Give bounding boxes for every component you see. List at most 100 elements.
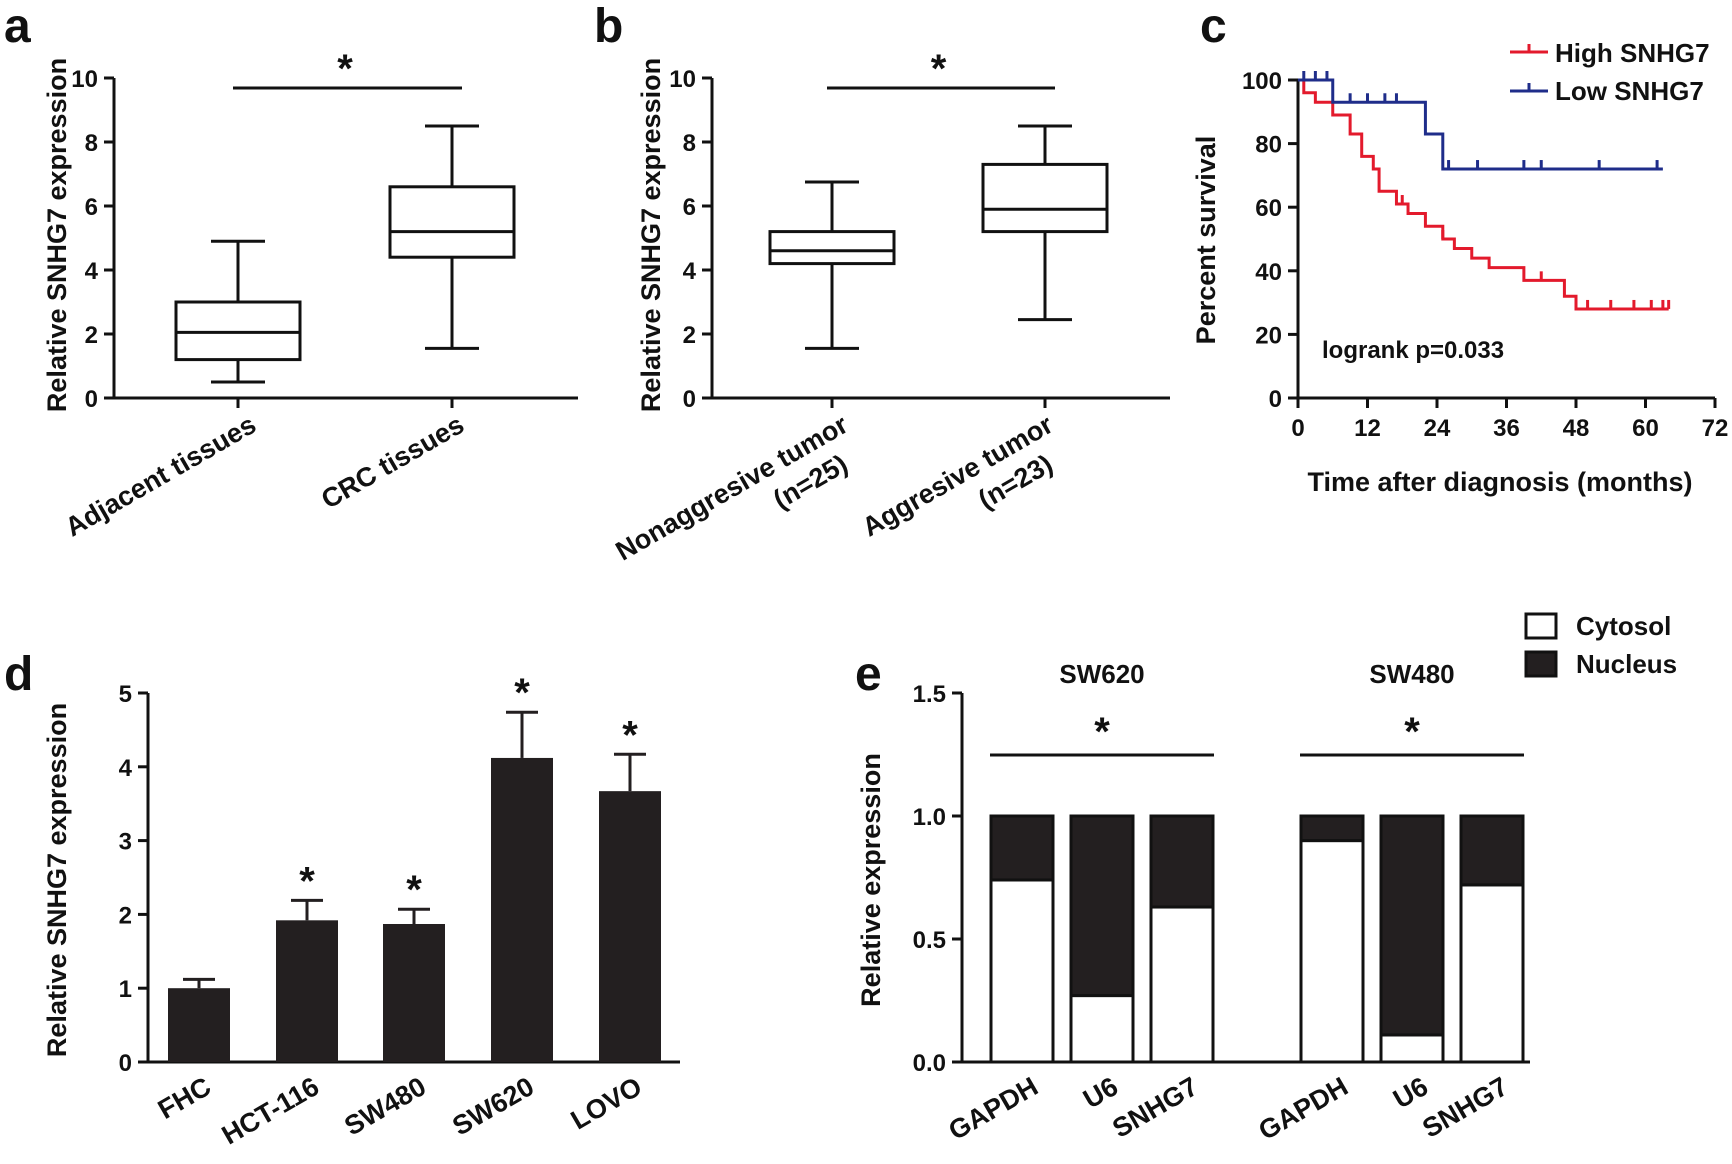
legend-low-snhg7-label: Low SNHG7 xyxy=(1555,76,1704,106)
panel-a-y-tick-label: 2 xyxy=(85,322,98,349)
panel-e-bar-cytosol xyxy=(1149,905,1215,1064)
panel-e-y-tick-label: 0.0 xyxy=(913,1050,946,1077)
panel-b-category-label: Aggresive tumor(n=23) xyxy=(857,409,1075,572)
panel-e-category-label: U6 xyxy=(1388,1071,1433,1114)
panel-e-y-tick-label: 1.0 xyxy=(913,804,946,831)
panel-d-category-label: FHC xyxy=(153,1071,216,1125)
panel-b-y-tick-label: 0 xyxy=(683,386,696,413)
panel-b-y-tick-label: 8 xyxy=(683,130,696,157)
panel-a-y-tick-label: 10 xyxy=(71,66,98,93)
panel-a-plot: 0 2 4 6 8 10 Adjacent tissues CRC tissues * xyxy=(60,47,578,542)
panel-b-y-tick-label: 10 xyxy=(669,66,696,93)
panel-d-bar xyxy=(168,988,230,1062)
panel-c-plot: 0 20 40 60 80 100 0 12 24 36 48 60 72 xyxy=(1242,68,1728,442)
legend-cytosol-swatch xyxy=(1524,612,1558,640)
panel-b-ylabel: Relative SNHG7 expression xyxy=(636,58,666,412)
legend-nucleus-swatch xyxy=(1524,650,1558,678)
panel-d-y-tick-label: 0 xyxy=(119,1050,132,1077)
panel-b-plot: 0 2 4 6 8 10 Nonaggresive tumor(n=25) Aggresive… xyxy=(611,47,1170,596)
panel-c-x-tick-label: 72 xyxy=(1702,415,1729,442)
panel-e-bar-nucleus xyxy=(1459,814,1525,887)
panel-e-category-label: GAPDH xyxy=(1254,1071,1353,1146)
panel-a-category-label: CRC tissues xyxy=(316,409,469,515)
panel-c-x-tick-label: 0 xyxy=(1291,415,1304,442)
panel-c-y-tick-label: 60 xyxy=(1255,195,1282,222)
panel-letter-b: b xyxy=(594,0,623,53)
panel-a-significance-star: * xyxy=(337,47,353,91)
panel-e-bar-cytosol xyxy=(1069,994,1135,1064)
panel-c-y-tick-label: 100 xyxy=(1242,68,1282,95)
panel-e-significance-star: * xyxy=(1094,710,1110,754)
panel-b-significance-star: * xyxy=(931,47,947,91)
panel-e-bar-nucleus xyxy=(1379,814,1445,1037)
panel-e-bar-cytosol xyxy=(1299,839,1365,1064)
panel-b-y-tick-label: 6 xyxy=(683,194,696,221)
panel-d-ylabel: Relative SNHG7 expression xyxy=(42,703,72,1057)
panel-c-curve-low-snhg7 xyxy=(1298,78,1663,171)
panel-c-y-tick-label: 20 xyxy=(1255,322,1282,349)
panel-d-bar xyxy=(491,757,553,1062)
panel-d-category-label: LOVO xyxy=(566,1071,647,1135)
panel-d-y-tick-label: 4 xyxy=(119,755,133,782)
panel-b-y-tick-label: 4 xyxy=(683,258,697,285)
panel-d-category-label: SW480 xyxy=(339,1071,431,1141)
panel-d-significance-star: * xyxy=(299,859,315,903)
panel-c-x-tick-label: 12 xyxy=(1354,415,1381,442)
panel-c-curve-high-snhg7 xyxy=(1298,78,1669,311)
panel-letter-a: a xyxy=(4,0,31,53)
panel-e-category-label: U6 xyxy=(1078,1071,1123,1114)
panel-d-significance-star: * xyxy=(406,868,422,912)
panel-e-legend: Cytosol Nucleus xyxy=(1524,611,1677,679)
legend-nucleus-label: Nucleus xyxy=(1576,649,1677,679)
panel-e-bar-nucleus xyxy=(1299,814,1365,843)
panel-a-y-tick-label: 0 xyxy=(85,386,98,413)
panel-b-category-label: Nonaggresive tumor(n=25) xyxy=(611,409,871,596)
panel-e-y-tick-label: 1.5 xyxy=(913,681,946,708)
panel-a-box xyxy=(388,185,516,259)
panel-d-category-label: SW620 xyxy=(447,1071,539,1141)
panel-letter-c: c xyxy=(1200,0,1227,53)
panel-e-bar-cytosol xyxy=(1459,883,1525,1064)
panel-e-y-tick-label: 0.5 xyxy=(913,927,946,954)
panel-a-box xyxy=(174,300,302,362)
panel-e-category-label: GAPDH xyxy=(944,1071,1043,1146)
panel-c-x-tick-label: 48 xyxy=(1563,415,1590,442)
panel-e-bar-cytosol xyxy=(989,878,1055,1064)
panel-c-x-tick-label: 60 xyxy=(1632,415,1659,442)
panel-e-bar-nucleus xyxy=(989,814,1055,882)
panel-a-category-label: Adjacent tissues xyxy=(60,409,261,542)
panel-c-y-tick-label: 0 xyxy=(1269,386,1282,413)
panel-d-y-tick-label: 3 xyxy=(119,829,132,856)
panel-c-x-tick-label: 36 xyxy=(1493,415,1520,442)
panel-d-y-tick-label: 1 xyxy=(119,976,132,1003)
panel-e-category-label: SNHG7 xyxy=(1107,1071,1203,1143)
panel-e-group-title-sw620: SW620 xyxy=(1059,659,1144,689)
panel-c-x-tick-label: 24 xyxy=(1424,415,1451,442)
panel-d-bar xyxy=(276,920,338,1062)
panel-d-bar xyxy=(383,923,445,1062)
panel-a-y-tick-label: 8 xyxy=(85,130,98,157)
legend-cytosol-label: Cytosol xyxy=(1576,611,1671,641)
panel-c-xlabel: Time after diagnosis (months) xyxy=(1307,467,1692,497)
panel-d-significance-star: * xyxy=(622,713,638,757)
panel-b-box xyxy=(981,162,1109,234)
panel-e-bar-nucleus xyxy=(1069,814,1135,998)
panel-e-bar-cytosol xyxy=(1379,1033,1445,1064)
panel-d-category-label: HCT-116 xyxy=(217,1071,324,1150)
panel-c-ylabel: Percent survival xyxy=(1191,136,1221,345)
panel-a-y-tick-label: 6 xyxy=(85,194,98,221)
panel-c-y-tick-label: 80 xyxy=(1255,132,1282,159)
panel-e-significance-star: * xyxy=(1404,710,1420,754)
panel-c-y-tick-label: 40 xyxy=(1255,259,1282,286)
panel-a-y-tick-label: 4 xyxy=(85,258,99,285)
panel-d-plot: 0 1 2 3 4 5 FHC * HCT-116 * SW480 * SW620 * LOVO xyxy=(119,671,680,1150)
panel-d-significance-star: * xyxy=(514,671,530,715)
panel-c-logrank-annotation: logrank p=0.033 xyxy=(1322,337,1504,364)
panel-e-bar-nucleus xyxy=(1149,814,1215,909)
panel-d-y-tick-label: 2 xyxy=(119,902,132,929)
panel-e-ylabel: Relative expression xyxy=(856,753,886,1007)
panel-letter-e: e xyxy=(855,648,882,701)
panel-b-box xyxy=(768,230,896,266)
